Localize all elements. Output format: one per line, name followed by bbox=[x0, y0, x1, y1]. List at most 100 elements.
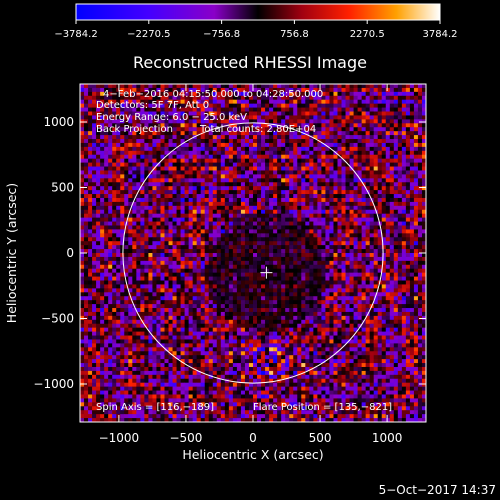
heatmap-cell bbox=[124, 205, 129, 211]
heatmap-cell bbox=[100, 253, 105, 258]
heatmap-cell bbox=[244, 229, 250, 234]
heatmap-cell bbox=[301, 139, 306, 144]
heatmap-cell bbox=[381, 213, 387, 219]
heatmap-cell bbox=[152, 264, 157, 270]
heatmap-cell bbox=[353, 91, 358, 97]
heatmap-cell bbox=[261, 256, 266, 262]
heatmap-cell bbox=[381, 205, 387, 211]
heatmap-cell bbox=[240, 304, 246, 309]
heatmap-cell bbox=[84, 186, 89, 191]
heatmap-cell bbox=[281, 111, 286, 116]
heatmap-cell bbox=[216, 84, 222, 89]
heatmap-cell bbox=[261, 150, 266, 156]
heatmap-cell bbox=[204, 209, 210, 215]
heatmap-cell bbox=[385, 166, 391, 171]
heatmap-cell bbox=[325, 146, 330, 152]
heatmap-cell bbox=[228, 237, 234, 242]
heatmap-cell bbox=[112, 154, 117, 160]
heatmap-cell bbox=[132, 272, 137, 277]
heatmap-cell bbox=[224, 256, 230, 262]
heatmap-cell bbox=[104, 146, 109, 152]
heatmap-cell bbox=[329, 194, 334, 199]
heatmap-cell bbox=[116, 174, 121, 179]
heatmap-cell bbox=[184, 146, 190, 152]
heatmap-cell bbox=[172, 221, 177, 226]
heatmap-cell bbox=[353, 186, 358, 191]
heatmap-cell bbox=[309, 300, 314, 305]
heatmap-cell bbox=[236, 304, 242, 309]
heatmap-cell bbox=[377, 139, 383, 144]
heatmap-cell bbox=[116, 182, 121, 187]
heatmap-cell bbox=[144, 135, 149, 140]
heatmap-cell bbox=[381, 292, 387, 297]
heatmap-cell bbox=[112, 111, 117, 116]
heatmap-cell bbox=[96, 288, 101, 293]
heatmap-cell bbox=[281, 280, 286, 285]
heatmap-cell bbox=[232, 268, 238, 274]
heatmap-cell bbox=[248, 300, 254, 305]
heatmap-cell bbox=[369, 139, 375, 144]
heatmap-cell bbox=[132, 162, 137, 167]
heatmap-cell bbox=[409, 280, 415, 285]
heatmap-cell bbox=[244, 201, 250, 207]
heatmap-cell bbox=[80, 87, 85, 93]
heatmap-cell bbox=[120, 288, 125, 293]
heatmap-cell bbox=[273, 194, 278, 199]
heatmap-cell bbox=[269, 174, 274, 179]
heatmap-cell bbox=[124, 99, 129, 105]
heatmap-cell bbox=[317, 213, 322, 219]
heatmap-cell bbox=[349, 237, 354, 242]
heatmap-cell bbox=[325, 268, 330, 274]
heatmap-cell bbox=[164, 213, 169, 219]
heatmap-cell bbox=[168, 84, 173, 89]
heatmap-cell bbox=[96, 154, 101, 160]
heatmap-cell bbox=[124, 272, 129, 277]
heatmap-cell bbox=[196, 253, 202, 258]
heatmap-cell bbox=[293, 135, 298, 140]
heatmap-cell bbox=[313, 174, 318, 179]
heatmap-cell bbox=[277, 217, 282, 222]
heatmap-cell bbox=[361, 111, 367, 116]
heatmap-cell bbox=[84, 296, 89, 301]
heatmap-cell bbox=[305, 253, 310, 258]
heatmap-cell bbox=[253, 280, 258, 285]
heatmap-cell bbox=[220, 119, 226, 124]
heatmap-cell bbox=[92, 221, 97, 226]
heatmap-cell bbox=[333, 154, 338, 160]
heatmap-cell bbox=[216, 182, 222, 187]
heatmap-cell bbox=[88, 209, 93, 215]
heatmap-cell bbox=[240, 127, 246, 132]
heatmap-cell bbox=[321, 154, 326, 160]
heatmap-cell bbox=[188, 91, 194, 97]
heatmap-cell bbox=[273, 205, 278, 211]
heatmap-cell bbox=[261, 288, 266, 293]
heatmap-cell bbox=[409, 194, 415, 199]
heatmap-cell bbox=[305, 131, 310, 136]
heatmap-cell bbox=[208, 91, 214, 97]
heatmap-cell bbox=[148, 260, 153, 266]
heatmap-cell bbox=[104, 225, 109, 230]
heatmap-cell bbox=[309, 162, 314, 167]
heatmap-cell bbox=[329, 142, 334, 148]
heatmap-cell bbox=[349, 288, 354, 293]
heatmap-cell bbox=[224, 205, 230, 211]
heatmap-cell bbox=[285, 107, 290, 112]
heatmap-cell bbox=[409, 197, 415, 203]
heatmap-cell bbox=[204, 127, 210, 132]
heatmap-cell bbox=[365, 123, 371, 128]
heatmap-cell bbox=[301, 272, 306, 277]
heatmap-cell bbox=[156, 107, 161, 112]
heatmap-cell bbox=[281, 197, 286, 203]
heatmap-cell bbox=[393, 229, 399, 234]
heatmap-cell bbox=[333, 139, 338, 144]
heatmap-cell bbox=[244, 154, 250, 160]
heatmap-cell bbox=[104, 127, 109, 132]
heatmap-cell bbox=[148, 237, 153, 242]
heatmap-cell bbox=[120, 296, 125, 301]
heatmap-cell bbox=[212, 174, 218, 179]
heatmap-cell bbox=[196, 221, 202, 226]
heatmap-cell bbox=[305, 300, 310, 305]
heatmap-cell bbox=[136, 115, 141, 120]
heatmap-cell bbox=[92, 194, 97, 199]
heatmap-cell bbox=[248, 256, 254, 262]
